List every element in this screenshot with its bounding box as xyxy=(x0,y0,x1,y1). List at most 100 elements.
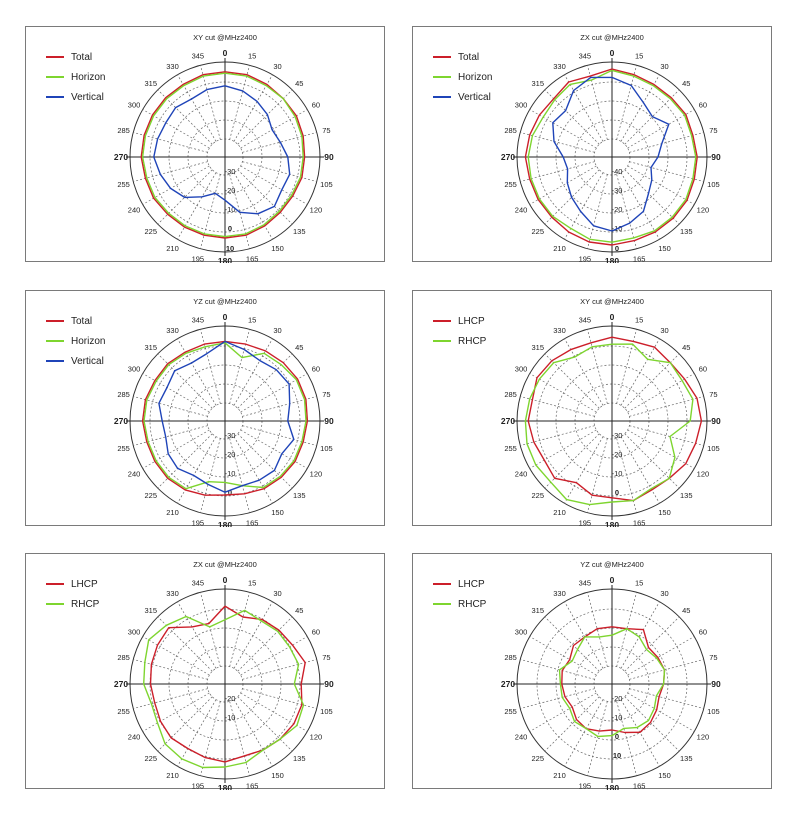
legend-label: RHCP xyxy=(71,598,100,610)
grid-spoke xyxy=(142,636,210,676)
angle-label: 345 xyxy=(579,52,592,61)
angle-label: 240 xyxy=(515,733,528,742)
angle-label: 285 xyxy=(117,653,130,662)
grid-spoke xyxy=(627,165,695,205)
grid-spoke xyxy=(157,169,213,225)
angle-label: 180 xyxy=(218,256,232,263)
radial-tick-label: 10 xyxy=(226,244,234,253)
angle-label: 240 xyxy=(128,470,141,479)
angle-label: 45 xyxy=(682,79,690,88)
angle-label: 135 xyxy=(680,227,693,236)
chart-legend: Total Horizon Vertical xyxy=(433,47,492,107)
series-line-lhcp xyxy=(149,605,306,763)
angle-label: 150 xyxy=(658,508,671,517)
polar-panel-2: ZX cut @MHz2400 0 15 30 45 60 75 90 105 120 135 150… xyxy=(412,26,772,263)
angle-label: 255 xyxy=(117,444,130,453)
angle-label: 0 xyxy=(610,48,615,58)
legend-swatch xyxy=(46,583,64,585)
grid-spoke xyxy=(620,338,660,406)
angle-label: 240 xyxy=(515,206,528,215)
grid-spoke xyxy=(133,659,208,680)
angle-label: 315 xyxy=(531,79,544,88)
grid-spoke xyxy=(229,592,250,667)
radial-tick-label: -20 xyxy=(612,694,623,703)
angle-label: 315 xyxy=(531,343,544,352)
chart-title: ZX cut @MHz2400 xyxy=(193,560,256,569)
grid-spoke xyxy=(237,433,293,489)
angle-label: 180 xyxy=(605,256,619,263)
angle-label: 105 xyxy=(707,707,720,716)
legend-item: Vertical xyxy=(433,87,492,107)
grid-spoke xyxy=(587,701,608,776)
angle-label: 315 xyxy=(531,606,544,615)
radial-tick-label: -40 xyxy=(612,167,623,176)
angle-label: 285 xyxy=(504,653,517,662)
grid-spoke xyxy=(242,688,317,709)
angle-label: 60 xyxy=(699,101,707,110)
grid-spoke xyxy=(237,696,293,752)
angle-label: 285 xyxy=(504,390,517,399)
angle-label: 210 xyxy=(166,244,179,253)
legend-label: LHCP xyxy=(458,578,485,590)
legend-item: Vertical xyxy=(46,351,105,371)
angle-label: 165 xyxy=(246,781,259,790)
grid-spoke xyxy=(529,373,597,413)
grid-spoke xyxy=(142,692,210,732)
grid-spoke xyxy=(242,425,317,446)
grid-spoke xyxy=(587,592,608,667)
angle-label: 150 xyxy=(658,771,671,780)
angle-label: 60 xyxy=(312,101,320,110)
angle-label: 75 xyxy=(709,126,717,135)
chart-legend: Total Horizon Vertical xyxy=(46,47,105,107)
angle-label: 285 xyxy=(504,126,517,135)
polar-chart: XY cut @MHz2400 0 15 30 45 60 75 90 105 120 135 150… xyxy=(114,33,334,263)
grid-spoke xyxy=(520,425,595,446)
angle-label: 45 xyxy=(682,606,690,615)
angle-label: 180 xyxy=(605,783,619,790)
grid-spoke xyxy=(240,165,308,205)
legend-item: LHCP xyxy=(46,574,99,594)
legend-label: Vertical xyxy=(458,91,491,103)
polar-chart: ZX cut @MHz2400 0 15 30 45 60 75 90 105 120 135 150… xyxy=(501,33,721,263)
angle-label: 150 xyxy=(271,771,284,780)
angle-label: 0 xyxy=(610,312,615,322)
angle-label: 45 xyxy=(295,606,303,615)
legend-label: LHCP xyxy=(71,578,98,590)
series-line-lhcp xyxy=(561,626,666,734)
angle-label: 0 xyxy=(223,48,228,58)
angle-label: 345 xyxy=(579,316,592,325)
grid-spoke xyxy=(587,438,608,513)
angle-label: 225 xyxy=(144,227,157,236)
grid-spoke xyxy=(624,616,680,672)
polar-panel-4: XY cut @MHz2400 0 15 30 45 60 75 90 105 120 135 150… xyxy=(412,290,772,527)
chart-legend: LHCP RHCP xyxy=(46,574,99,614)
grid-spoke xyxy=(229,701,250,776)
legend-swatch xyxy=(46,320,64,322)
chart-title: YZ cut @MHz2400 xyxy=(580,560,643,569)
series-line-vertical xyxy=(153,85,291,215)
angle-label: 105 xyxy=(320,180,333,189)
angle-label: 300 xyxy=(128,101,141,110)
grid-spoke xyxy=(564,436,604,504)
angle-label: 165 xyxy=(246,518,259,527)
grid-spoke xyxy=(616,701,637,776)
angle-label: 165 xyxy=(633,518,646,527)
angle-label: 120 xyxy=(697,733,710,742)
grid-spoke xyxy=(233,601,273,669)
angle-label: 240 xyxy=(515,470,528,479)
series-line-rhcp xyxy=(558,627,666,738)
series-line-horizon xyxy=(143,342,307,490)
angle-label: 195 xyxy=(579,518,592,527)
grid-spoke xyxy=(629,659,704,680)
legend-item: Total xyxy=(46,47,105,67)
chart-title: YZ cut @MHz2400 xyxy=(193,297,256,306)
polar-panel-6: YZ cut @MHz2400 0 15 30 45 60 75 90 105 120 135 150… xyxy=(412,553,772,790)
angle-label: 330 xyxy=(553,326,566,335)
angle-label: 225 xyxy=(531,227,544,236)
polar-chart: ZX cut @MHz2400 0 15 30 45 60 75 90 105 120 135 150… xyxy=(114,560,334,790)
legend-item: RHCP xyxy=(46,594,99,614)
angle-label: 210 xyxy=(553,771,566,780)
angle-label: 345 xyxy=(192,52,205,61)
radial-tick-label: -20 xyxy=(225,694,236,703)
angle-label: 15 xyxy=(248,52,256,61)
